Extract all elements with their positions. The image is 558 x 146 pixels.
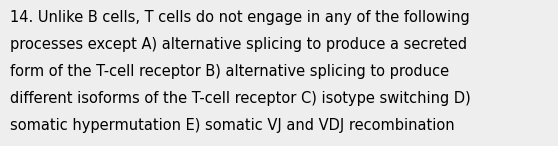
Text: different isoforms of the T-cell receptor C) isotype switching D): different isoforms of the T-cell recepto…	[10, 91, 471, 106]
Text: processes except A) alternative splicing to produce a secreted: processes except A) alternative splicing…	[10, 37, 467, 52]
Text: 14. Unlike B cells, T cells do not engage in any of the following: 14. Unlike B cells, T cells do not engag…	[10, 10, 470, 25]
Text: somatic hypermutation E) somatic VJ and VDJ recombination: somatic hypermutation E) somatic VJ and …	[10, 118, 455, 133]
Text: form of the T-cell receptor B) alternative splicing to produce: form of the T-cell receptor B) alternati…	[10, 64, 449, 79]
